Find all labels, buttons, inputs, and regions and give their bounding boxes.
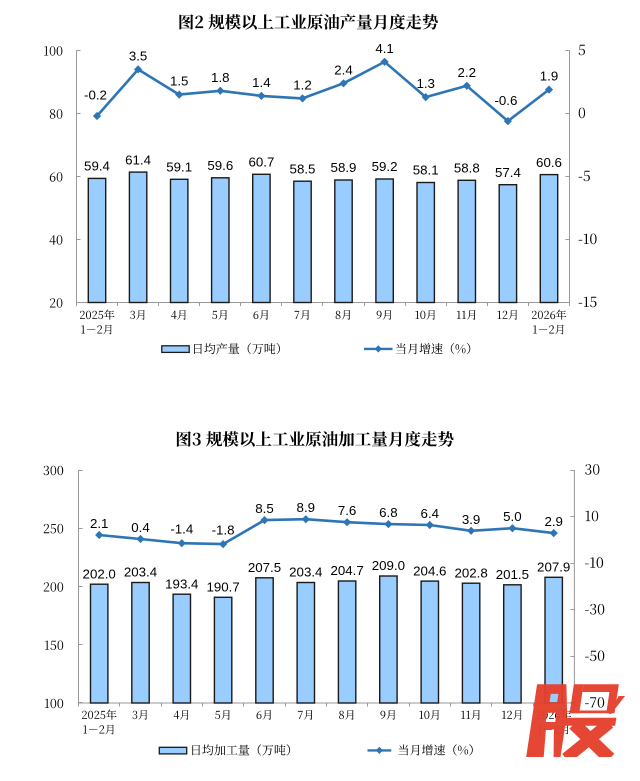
- svg-text:202.0: 202.0: [83, 566, 116, 581]
- svg-text:4.1: 4.1: [375, 41, 394, 56]
- svg-text:2.2: 2.2: [458, 65, 477, 80]
- svg-text:207.5: 207.5: [248, 560, 281, 575]
- svg-text:203.4: 203.4: [289, 565, 322, 580]
- svg-text:58.8: 58.8: [454, 161, 480, 176]
- svg-text:1.4: 1.4: [252, 75, 271, 90]
- svg-text:1.3: 1.3: [416, 76, 435, 91]
- svg-text:2.1: 2.1: [90, 516, 109, 531]
- svg-text:7.6: 7.6: [338, 503, 357, 518]
- svg-text:207.9: 207.9: [537, 560, 570, 575]
- svg-text:209.0: 209.0: [372, 558, 405, 573]
- svg-text:58.9: 58.9: [331, 160, 357, 175]
- svg-text:6.4: 6.4: [421, 506, 440, 521]
- svg-text:-0.6: -0.6: [494, 93, 517, 108]
- svg-text:1.8: 1.8: [211, 70, 230, 85]
- svg-text:3.5: 3.5: [129, 48, 148, 63]
- svg-text:203.4: 203.4: [124, 565, 157, 580]
- svg-text:59.1: 59.1: [166, 160, 192, 175]
- svg-text:1.5: 1.5: [170, 74, 189, 89]
- svg-text:8.5: 8.5: [255, 501, 274, 516]
- svg-text:59.6: 59.6: [207, 158, 233, 173]
- svg-text:59.4: 59.4: [84, 159, 110, 174]
- svg-text:60.7: 60.7: [248, 155, 274, 170]
- svg-text:5.0: 5.0: [503, 509, 522, 524]
- svg-text:-1.4: -1.4: [170, 522, 193, 537]
- svg-text:59.2: 59.2: [372, 159, 398, 174]
- svg-text:0.4: 0.4: [131, 520, 150, 535]
- svg-text:204.7: 204.7: [330, 563, 363, 578]
- svg-text:6.8: 6.8: [379, 505, 398, 520]
- svg-text:1.2: 1.2: [293, 77, 312, 92]
- svg-text:58.1: 58.1: [413, 163, 439, 178]
- svg-text:2.9: 2.9: [544, 514, 563, 529]
- svg-text:-1.8: -1.8: [212, 523, 235, 538]
- svg-text:202.8: 202.8: [454, 565, 487, 580]
- svg-text:8.9: 8.9: [297, 500, 316, 515]
- svg-text:57.4: 57.4: [495, 165, 521, 180]
- svg-text:61.4: 61.4: [125, 152, 151, 167]
- svg-text:-0.2: -0.2: [84, 88, 107, 103]
- svg-text:201.5: 201.5: [496, 567, 529, 582]
- svg-text:193.4: 193.4: [165, 576, 198, 591]
- svg-text:60.6: 60.6: [536, 155, 562, 170]
- svg-text:3.9: 3.9: [462, 512, 481, 527]
- svg-text:2.4: 2.4: [334, 62, 353, 77]
- svg-text:190.7: 190.7: [206, 580, 239, 595]
- svg-text:204.6: 204.6: [413, 563, 446, 578]
- svg-text:58.5: 58.5: [290, 161, 316, 176]
- svg-text:1.9: 1.9: [540, 69, 559, 84]
